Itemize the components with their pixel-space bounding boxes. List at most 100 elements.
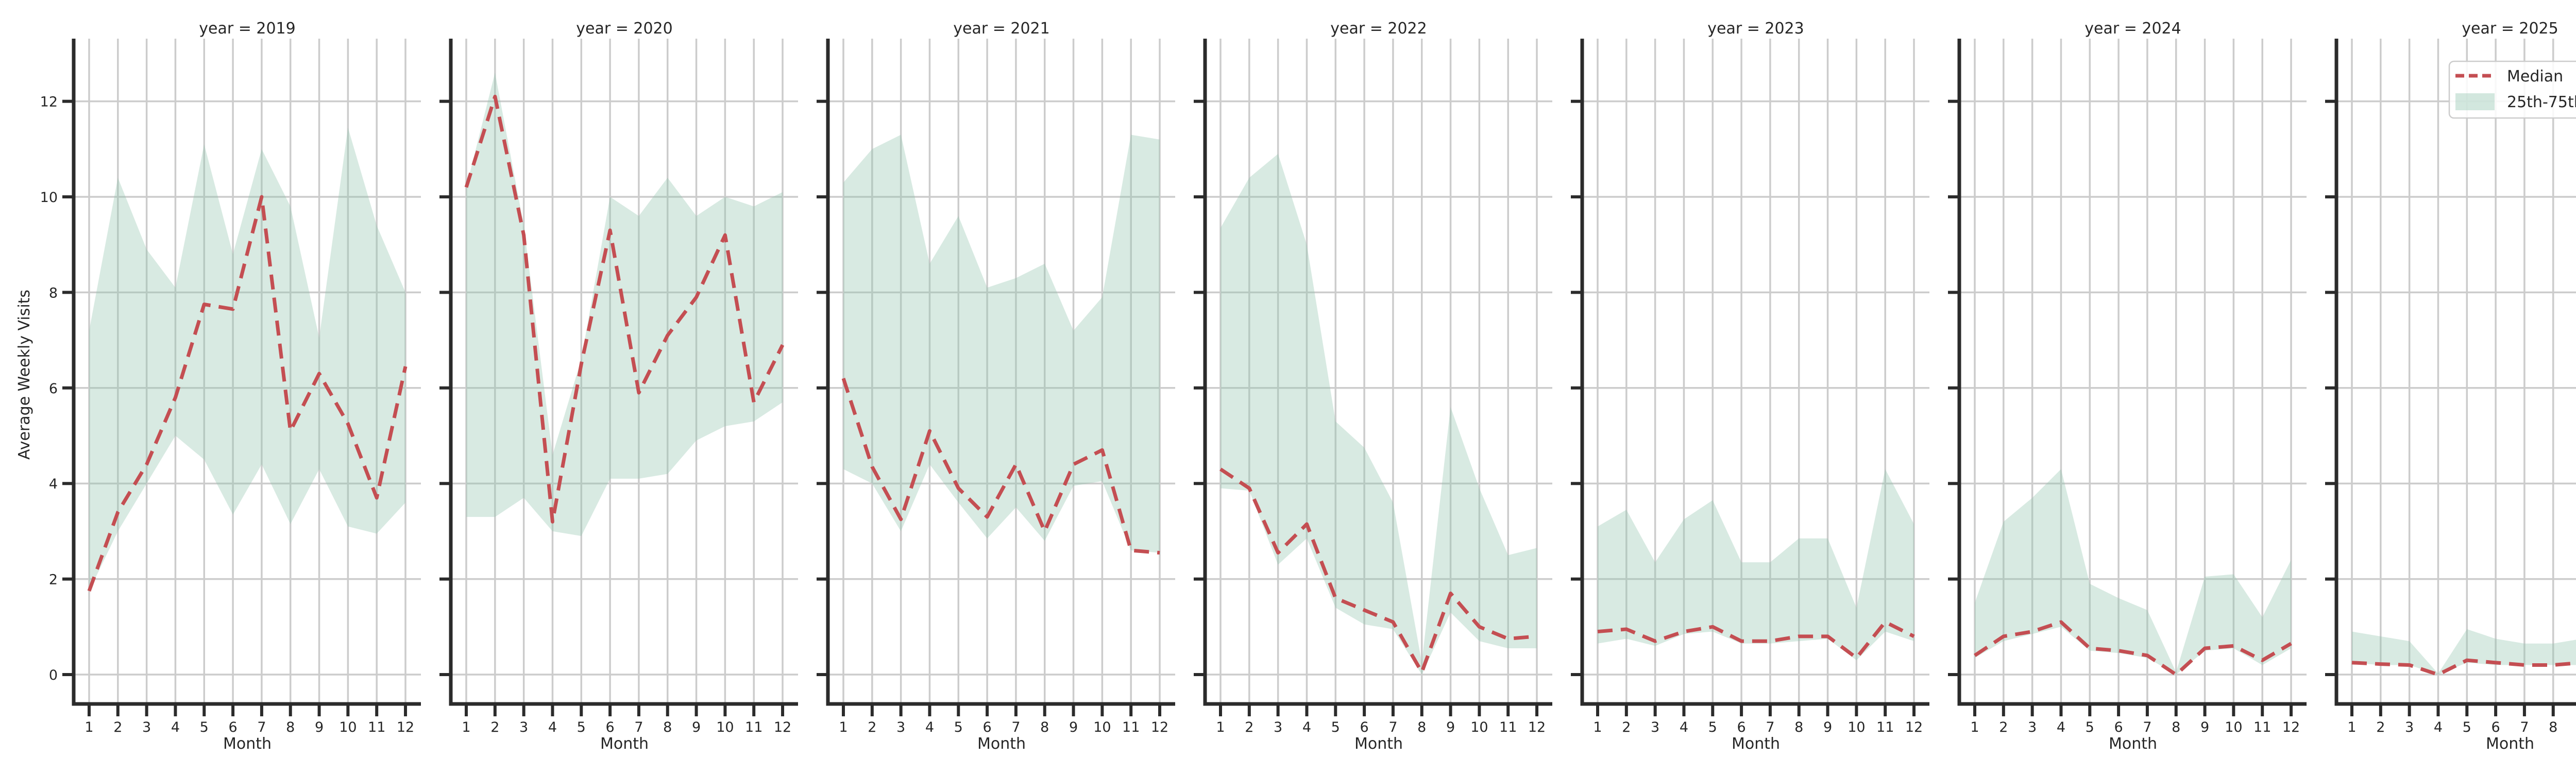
x-tick-label: 12 [2282, 719, 2300, 735]
x-tick-label: 1 [462, 719, 470, 735]
x-tick-label: 4 [171, 719, 180, 735]
x-tick-label: 4 [925, 719, 934, 735]
legend-band-patch-swatch [2455, 93, 2495, 110]
x-tick-label: 7 [2143, 719, 2151, 735]
y-tick-label: 10 [40, 190, 58, 206]
x-axis-label: Month [1354, 735, 1403, 753]
facet-title: year = 2021 [953, 20, 1050, 38]
x-axis-label: Month [977, 735, 1026, 753]
x-tick-label: 5 [954, 719, 963, 735]
x-tick-label: 4 [548, 719, 557, 735]
x-tick-label: 2 [868, 719, 876, 735]
x-tick-label: 9 [1069, 719, 1078, 735]
y-tick-label: 6 [49, 381, 58, 397]
x-tick-label: 11 [1876, 719, 1894, 735]
x-tick-label: 11 [1499, 719, 1517, 735]
x-tick-label: 5 [577, 719, 586, 735]
legend-label-percentile: 25th-75th Percentile [2507, 93, 2576, 111]
x-tick-label: 1 [839, 719, 848, 735]
x-axis-label: Month [600, 735, 649, 753]
y-tick-label: 2 [49, 572, 58, 588]
x-tick-label: 1 [1593, 719, 1602, 735]
median-line [1219, 467, 1537, 674]
x-tick-label: 8 [1417, 719, 1426, 735]
y-axis-label: Average Weekly Visits [15, 290, 33, 460]
x-tick-label: 3 [896, 719, 905, 735]
x-tick-label: 2 [1999, 719, 2008, 735]
x-tick-label: 6 [606, 719, 615, 735]
x-tick-label: 3 [142, 719, 151, 735]
x-tick-label: 12 [1905, 719, 1923, 735]
x-tick-label: 6 [2492, 719, 2500, 735]
facet-title: year = 2023 [1707, 20, 1804, 38]
percentile-band [466, 72, 783, 536]
facet-title: year = 2024 [2084, 20, 2181, 38]
x-tick-label: 4 [2434, 719, 2443, 735]
x-tick-label: 4 [1302, 719, 1311, 735]
x-tick-label: 6 [1360, 719, 1369, 735]
legend-label-median: Median [2507, 68, 2563, 86]
percentile-band [1598, 469, 1914, 661]
x-axis-label: Month [223, 735, 272, 753]
y-tick-label: 0 [49, 667, 58, 683]
x-tick-label: 9 [1446, 719, 1455, 735]
x-axis-label: Month [2109, 735, 2157, 753]
percentile-band [1975, 469, 2292, 675]
x-tick-label: 2 [1622, 719, 1631, 735]
x-tick-label: 3 [2028, 719, 2037, 735]
x-tick-label: 12 [774, 719, 791, 735]
median-line [841, 378, 1160, 555]
y-tick-label: 4 [49, 476, 58, 492]
x-tick-label: 8 [2549, 719, 2557, 735]
x-tick-label: 7 [1011, 719, 1020, 735]
x-tick-label: 3 [1651, 719, 1659, 735]
x-tick-label: 8 [663, 719, 672, 735]
median-line [464, 94, 785, 524]
facet-title: year = 2019 [199, 20, 296, 38]
x-tick-label: 5 [1708, 719, 1717, 735]
x-tick-label: 11 [745, 719, 762, 735]
facet-title: year = 2022 [1330, 20, 1427, 38]
x-tick-label: 7 [257, 719, 266, 735]
x-tick-label: 1 [1216, 719, 1225, 735]
x-tick-label: 10 [1848, 719, 1865, 735]
x-tick-label: 10 [339, 719, 357, 735]
x-tick-label: 6 [229, 719, 238, 735]
median-line [87, 195, 408, 592]
facet-title: year = 2025 [2462, 20, 2558, 38]
x-tick-label: 2 [2376, 719, 2385, 735]
x-tick-label: 2 [1245, 719, 1253, 735]
x-tick-label: 5 [2463, 719, 2471, 735]
median-line [2351, 658, 2576, 677]
y-tick-label: 8 [49, 285, 58, 301]
x-tick-label: 10 [2225, 719, 2242, 735]
x-tick-label: 6 [2114, 719, 2123, 735]
x-tick-label: 11 [2253, 719, 2271, 735]
x-tick-label: 5 [200, 719, 209, 735]
x-tick-label: 8 [1794, 719, 1803, 735]
x-tick-label: 1 [1970, 719, 1979, 735]
x-tick-label: 7 [634, 719, 643, 735]
x-axis-label: Month [1732, 735, 1780, 753]
x-tick-label: 6 [983, 719, 992, 735]
x-tick-label: 7 [1388, 719, 1397, 735]
x-tick-label: 12 [397, 719, 414, 735]
x-tick-label: 9 [1823, 719, 1832, 735]
facet-title: year = 2020 [576, 20, 673, 38]
x-tick-label: 2 [490, 719, 499, 735]
x-tick-label: 7 [2520, 719, 2529, 735]
x-axis-label: Month [2486, 735, 2534, 753]
percentile-band [843, 135, 1160, 553]
x-tick-label: 10 [1470, 719, 1488, 735]
x-tick-label: 2 [113, 719, 122, 735]
x-tick-label: 3 [2405, 719, 2414, 735]
x-tick-label: 4 [2057, 719, 2065, 735]
x-tick-label: 11 [1122, 719, 1140, 735]
percentile-band [1221, 154, 1537, 675]
x-tick-label: 12 [1151, 719, 1168, 735]
x-tick-label: 11 [368, 719, 385, 735]
median-line [1597, 620, 1915, 660]
x-tick-label: 9 [692, 719, 701, 735]
